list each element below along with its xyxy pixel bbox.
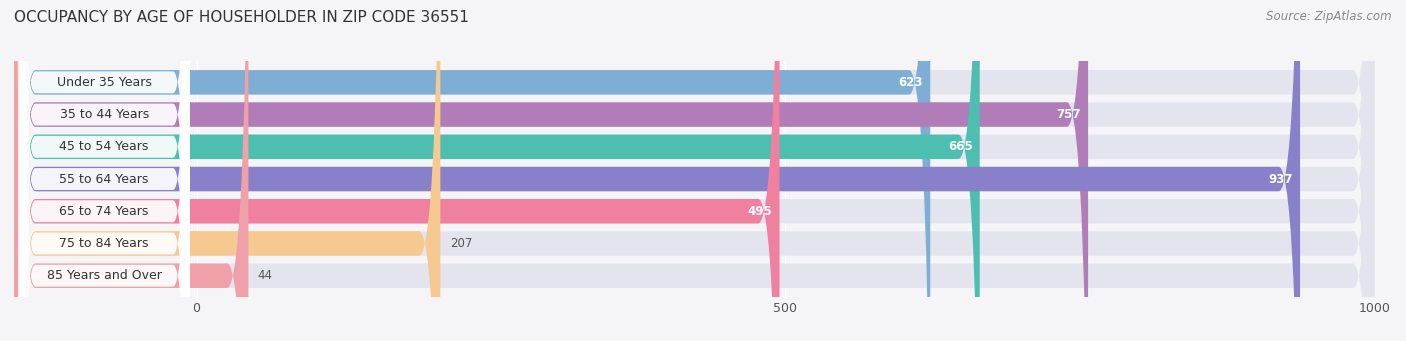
Text: Under 35 Years: Under 35 Years	[56, 76, 152, 89]
FancyBboxPatch shape	[14, 0, 1374, 341]
Text: 85 Years and Over: 85 Years and Over	[46, 269, 162, 282]
FancyBboxPatch shape	[14, 0, 779, 341]
FancyBboxPatch shape	[14, 0, 1374, 341]
Text: 44: 44	[257, 269, 273, 282]
Text: 937: 937	[1268, 173, 1294, 186]
FancyBboxPatch shape	[14, 0, 1374, 341]
FancyBboxPatch shape	[18, 0, 190, 341]
FancyBboxPatch shape	[18, 0, 190, 341]
FancyBboxPatch shape	[14, 0, 1374, 341]
FancyBboxPatch shape	[14, 0, 1374, 341]
FancyBboxPatch shape	[14, 0, 931, 341]
Text: OCCUPANCY BY AGE OF HOUSEHOLDER IN ZIP CODE 36551: OCCUPANCY BY AGE OF HOUSEHOLDER IN ZIP C…	[14, 10, 470, 25]
FancyBboxPatch shape	[14, 0, 1088, 341]
Text: 75 to 84 Years: 75 to 84 Years	[59, 237, 149, 250]
Text: 35 to 44 Years: 35 to 44 Years	[59, 108, 149, 121]
FancyBboxPatch shape	[18, 0, 190, 341]
Text: 623: 623	[898, 76, 924, 89]
FancyBboxPatch shape	[18, 0, 190, 341]
FancyBboxPatch shape	[14, 0, 249, 341]
FancyBboxPatch shape	[14, 0, 440, 341]
Text: 207: 207	[450, 237, 472, 250]
Text: 757: 757	[1056, 108, 1081, 121]
Text: 495: 495	[748, 205, 772, 218]
FancyBboxPatch shape	[14, 0, 1301, 341]
FancyBboxPatch shape	[14, 0, 1374, 341]
Text: 665: 665	[948, 140, 973, 153]
FancyBboxPatch shape	[18, 0, 190, 341]
Text: Source: ZipAtlas.com: Source: ZipAtlas.com	[1267, 10, 1392, 23]
Text: 45 to 54 Years: 45 to 54 Years	[59, 140, 149, 153]
FancyBboxPatch shape	[18, 0, 190, 341]
FancyBboxPatch shape	[18, 0, 190, 341]
FancyBboxPatch shape	[14, 0, 1374, 341]
FancyBboxPatch shape	[14, 0, 980, 341]
Text: 65 to 74 Years: 65 to 74 Years	[59, 205, 149, 218]
Text: 55 to 64 Years: 55 to 64 Years	[59, 173, 149, 186]
